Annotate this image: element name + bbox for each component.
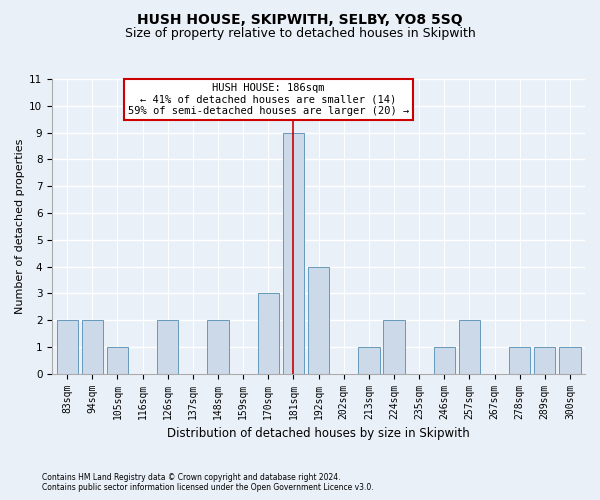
Text: Contains public sector information licensed under the Open Government Licence v3: Contains public sector information licen… (42, 484, 374, 492)
Text: HUSH HOUSE: 186sqm
← 41% of detached houses are smaller (14)
59% of semi-detache: HUSH HOUSE: 186sqm ← 41% of detached hou… (128, 83, 409, 116)
Bar (559, 347, 581, 374)
Bar (509, 347, 530, 374)
Y-axis label: Number of detached properties: Number of detached properties (15, 138, 25, 314)
Bar (257, 294, 279, 374)
Text: Contains HM Land Registry data © Crown copyright and database right 2024.: Contains HM Land Registry data © Crown c… (42, 472, 341, 482)
Bar (56, 320, 78, 374)
Bar (434, 347, 455, 374)
Bar (82, 320, 103, 374)
Bar (107, 347, 128, 374)
Bar (358, 347, 380, 374)
Bar (458, 320, 480, 374)
Bar (308, 266, 329, 374)
X-axis label: Distribution of detached houses by size in Skipwith: Distribution of detached houses by size … (167, 427, 470, 440)
Text: HUSH HOUSE, SKIPWITH, SELBY, YO8 5SQ: HUSH HOUSE, SKIPWITH, SELBY, YO8 5SQ (137, 12, 463, 26)
Bar (208, 320, 229, 374)
Bar (283, 132, 304, 374)
Bar (157, 320, 178, 374)
Bar (534, 347, 556, 374)
Bar (383, 320, 404, 374)
Text: Size of property relative to detached houses in Skipwith: Size of property relative to detached ho… (125, 28, 475, 40)
